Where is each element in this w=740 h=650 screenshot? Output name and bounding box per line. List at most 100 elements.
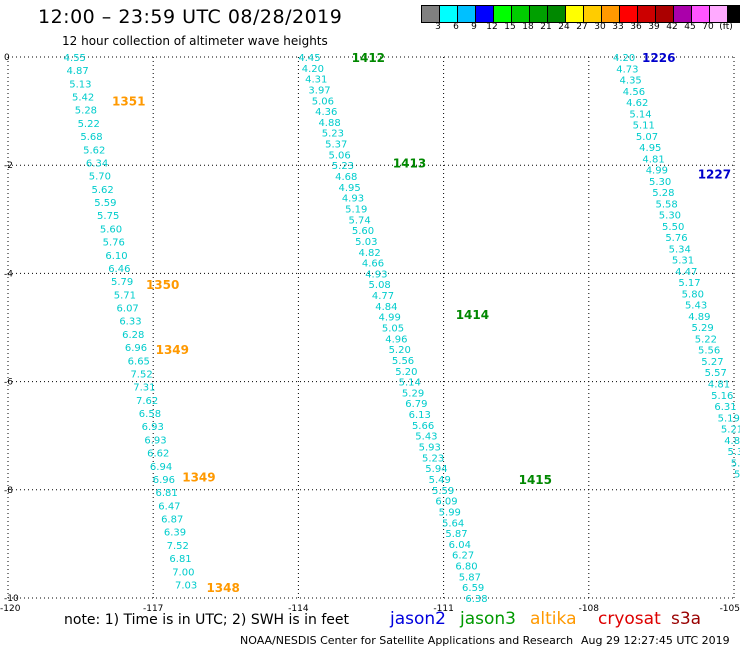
color-scale-label: 9 — [471, 22, 477, 32]
color-scale-label: 33 — [612, 22, 624, 32]
pass-number-label: 1349 — [182, 470, 215, 484]
wave-height-value: 5.16 — [711, 391, 733, 402]
wave-height-value: 6.09 — [435, 497, 457, 508]
color-scale-swatch — [602, 6, 620, 22]
wave-height-value: 5.13 — [69, 79, 91, 90]
pass-number-label: 1348 — [206, 581, 239, 595]
wave-height-value: 6.62 — [147, 449, 169, 460]
legend-altika: altika — [530, 609, 577, 629]
wave-height-value: 6.59 — [462, 583, 484, 594]
wave-height-value: 4.87 — [66, 66, 88, 77]
color-scale-swatch — [548, 6, 566, 22]
wave-height-value: 5.76 — [665, 233, 687, 244]
wave-height-value: 4.95 — [639, 143, 661, 154]
x-tick-label: -111 — [433, 604, 453, 614]
color-scale-label: 39 — [648, 22, 660, 32]
wave-height-value: 4.99 — [379, 313, 401, 324]
wave-height-value: 6.93 — [144, 435, 166, 446]
color-scale-swatch — [674, 6, 692, 22]
wave-height-value: 5.80 — [682, 289, 704, 300]
footer-credit: NOAA/NESDIS Center for Satellite Applica… — [240, 634, 574, 647]
wave-height-value: 6.93 — [142, 422, 164, 433]
color-scale-swatch — [476, 6, 494, 22]
wave-height-value: 5.56 — [698, 346, 720, 357]
pass-number-label: 1350 — [146, 278, 179, 292]
y-tick-label: 0 — [4, 53, 10, 63]
wave-height-value: 6.80 — [455, 562, 477, 573]
wave-height-value: 5.06 — [328, 150, 350, 161]
color-scale-swatch — [710, 6, 728, 22]
legend-cryosat: cryosat — [598, 609, 661, 629]
wave-height-value: 6.47 — [158, 501, 180, 512]
y-tick-label: -2 — [4, 161, 13, 171]
color-scale-swatch — [512, 6, 530, 22]
wave-height-value: 5.68 — [80, 132, 102, 143]
wave-height-value: 5.23 — [422, 453, 444, 464]
wave-height-value: 6.81 — [169, 554, 191, 565]
color-scale-swatch — [584, 6, 602, 22]
wave-height-value: 5.70 — [89, 172, 111, 183]
wave-height-value: 4.35 — [620, 76, 642, 87]
wave-height-value: 5.28 — [652, 188, 674, 199]
wave-height-value: 4.31 — [305, 75, 327, 86]
wave-height-value: 4.81 — [642, 154, 664, 165]
wave-height-value: 5.57 — [705, 368, 727, 379]
wave-height-value: 4.89 — [688, 312, 710, 323]
wave-height-value: 5.06 — [312, 96, 334, 107]
wave-height-value: 5.21 — [721, 425, 740, 436]
wave-height-value: 6.96 — [125, 343, 147, 354]
wave-height-value: 5.20 — [389, 345, 411, 356]
wave-height-value: 5.08 — [369, 280, 391, 291]
wave-height-value: 5.11 — [633, 121, 655, 132]
wave-height-value: 4.73 — [616, 64, 638, 75]
wave-height-value: 6.38 — [465, 594, 487, 605]
x-tick-label: -117 — [143, 604, 163, 614]
y-tick-label: -8 — [4, 486, 13, 496]
wave-height-value: 4.47 — [675, 267, 697, 278]
color-scale-swatch — [566, 6, 584, 22]
wave-height-value: 6.65 — [128, 356, 150, 367]
wave-height-value: 4.93 — [365, 269, 387, 280]
color-scale-labels: 3 6 9 12 15 18 21 24 27 30 33 36 39 42 45 70 (ft) — [421, 22, 740, 34]
wave-height-value: 6.96 — [153, 475, 175, 486]
wave-height-value: 5.37 — [727, 447, 740, 458]
legend-jason3: jason3 — [460, 609, 516, 629]
wave-height-value: 6.10 — [105, 251, 127, 262]
wave-height-value: 5.05 — [382, 324, 404, 335]
color-scale-label: 21 — [540, 22, 552, 32]
wave-height-value: 6.39 — [164, 528, 186, 539]
color-scale-swatch — [422, 6, 440, 22]
wave-height-value: 5.20 — [395, 367, 417, 378]
color-scale-swatch — [656, 6, 674, 22]
map-subtitle: 12 hour collection of altimeter wave hei… — [62, 34, 328, 48]
x-tick-label: -114 — [288, 604, 309, 614]
wave-height-value: 7.62 — [136, 396, 158, 407]
map-title: 12:00 – 23:59 UTC 08/28/2019 — [38, 6, 343, 28]
legend-note: note: 1) Time is in UTC; 2) SWH is in fe… — [64, 612, 350, 628]
color-scale-swatch — [530, 6, 548, 22]
wave-height-value: 5.94 — [425, 464, 447, 475]
pass-number-label: 1226 — [642, 51, 675, 65]
wave-height-value: 6.46 — [108, 264, 130, 275]
wave-height-value: 5.56 — [392, 356, 414, 367]
footer-timestamp: Aug 29 12:27:45 UTC 2019 — [581, 634, 730, 647]
wave-height-value: 5.22 — [695, 334, 717, 345]
wave-height-value: 5.76 — [103, 238, 125, 249]
color-scale-swatch — [728, 6, 740, 22]
wave-height-value: 7.31 — [133, 383, 155, 394]
wave-height-value: 5.27 — [701, 357, 723, 368]
color-scale-label: 70 — [702, 22, 714, 32]
wave-height-value: 5.99 — [439, 507, 461, 518]
color-scale-swatch — [638, 6, 656, 22]
wave-height-value: 5.40 — [731, 458, 740, 469]
wave-height-value: 6.94 — [150, 462, 172, 473]
wave-height-value: 6.81 — [155, 488, 177, 499]
pass-number-label: 1412 — [352, 51, 385, 65]
wave-height-value: 4.84 — [375, 302, 397, 313]
wave-height-value: 6.87 — [161, 515, 183, 526]
wave-height-value: 5.22 — [78, 119, 100, 130]
wave-height-value: 6.31 — [714, 402, 736, 413]
wave-height-value: 6.28 — [122, 330, 144, 341]
wave-height-value: 5.62 — [91, 185, 113, 196]
